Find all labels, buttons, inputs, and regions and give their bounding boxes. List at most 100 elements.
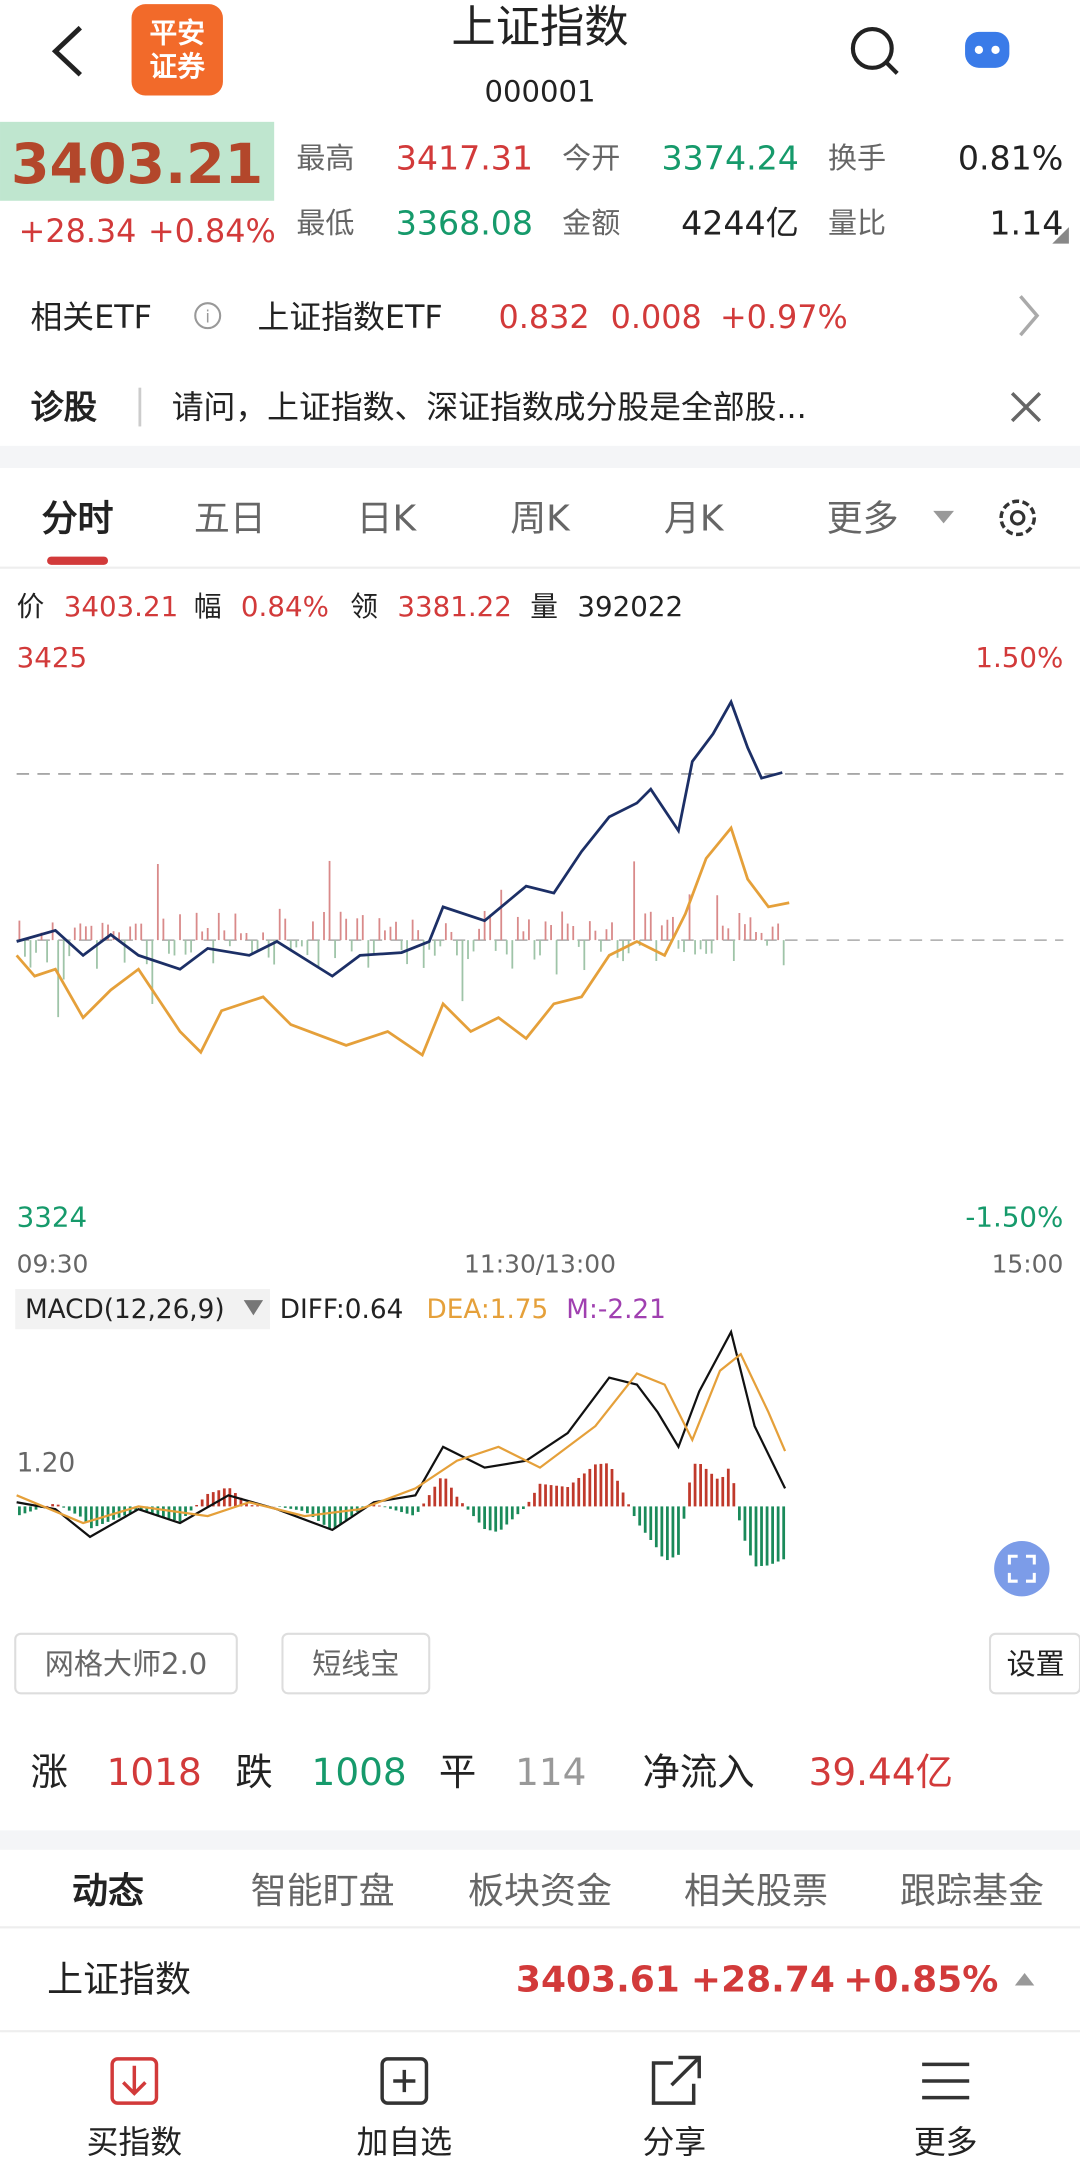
settings-button[interactable] — [999, 499, 1037, 537]
pct-bottom: -1.50% — [965, 1201, 1063, 1234]
info-line: 价 3403.21 幅 0.84% 领 3381.22 量 392022 — [17, 590, 683, 623]
stat-label: 量比 — [828, 206, 886, 240]
info-value: 392022 — [577, 590, 683, 623]
news-tab[interactable]: 相关股票 — [684, 1871, 828, 1912]
tool-label: 设置 — [1007, 1647, 1065, 1681]
search-button[interactable] — [850, 26, 899, 75]
tool-button[interactable] — [281, 1632, 431, 1695]
info-value: 3403.21 — [64, 590, 179, 623]
flat-count: 114 — [515, 1750, 586, 1794]
stat-value: 0.81% — [958, 138, 1064, 177]
nav-icon[interactable] — [922, 2062, 970, 2100]
tab[interactable]: 分时 — [42, 499, 114, 540]
code: 000001 — [485, 74, 596, 108]
info-label: 幅 — [194, 590, 222, 623]
info-value: 0.84% — [241, 590, 329, 623]
nav-label[interactable]: 买指数 — [87, 2123, 183, 2161]
tool-label: 网格大师2.0 — [45, 1647, 207, 1681]
diagnosis-question[interactable]: 请问，上证指数、深证指数成分股是全部股... — [172, 388, 807, 426]
tabs: 分时 五日 日K 周K 月K 更多 — [42, 499, 899, 540]
nav-label[interactable]: 加自选 — [357, 2123, 453, 2161]
fullscreen-button[interactable] — [994, 1541, 1050, 1597]
stat-value: 4244亿 — [681, 203, 799, 242]
tab[interactable]: 周K — [510, 499, 571, 540]
price-box — [0, 121, 275, 201]
diff-line — [16, 1328, 787, 1539]
macd-name: MACD(12,26,9) — [25, 1295, 225, 1325]
tab[interactable]: 五日 — [194, 499, 266, 540]
nav-label[interactable]: 分享 — [642, 2123, 706, 2161]
info-label: 量 — [530, 590, 558, 623]
etf-change: 0.008 — [611, 298, 702, 336]
diagnosis-label: 诊股 — [30, 388, 97, 427]
etf-price: 0.832 — [498, 298, 589, 336]
news-tab[interactable]: 动态 — [72, 1871, 144, 1912]
time-label: 15:00 — [992, 1250, 1064, 1279]
section-gap — [0, 445, 1080, 468]
price-line — [16, 698, 783, 978]
index-name[interactable]: 上证指数 — [47, 1959, 191, 2000]
stat-value: 1.14 — [989, 203, 1063, 242]
nav-icon[interactable] — [110, 2057, 159, 2105]
macd-selector[interactable] — [15, 1289, 271, 1330]
logo-text: 证券 — [150, 50, 207, 83]
news-tab[interactable]: 智能盯盘 — [251, 1871, 395, 1912]
logo-text: 平安 — [150, 17, 205, 50]
info-icon-text: i — [205, 308, 210, 327]
stat-label: 换手 — [828, 141, 886, 175]
tab[interactable]: 更多 — [827, 499, 899, 540]
tool-button[interactable] — [14, 1632, 238, 1695]
etf-name[interactable]: 上证指数ETF — [258, 298, 443, 336]
info-value: 3381.22 — [397, 590, 512, 623]
nav-icon[interactable] — [380, 2057, 429, 2105]
inflow-value: 39.44亿 — [809, 1750, 953, 1794]
logo — [131, 4, 223, 96]
avg-line — [15, 825, 790, 1058]
macd-dea: DEA:1.75 — [426, 1295, 548, 1325]
up-count: 1018 — [107, 1750, 202, 1794]
etf-change-pct: +0.97% — [720, 298, 848, 336]
y-top: 3425 — [17, 641, 87, 674]
macd-diff: DIFF:0.64 — [280, 1295, 404, 1325]
nav-icon[interactable] — [651, 2055, 701, 2105]
stat-label: 最低 — [296, 206, 354, 240]
news-tab[interactable]: 板块资金 — [468, 1871, 612, 1912]
dea-line — [16, 1352, 787, 1525]
more-arrow[interactable] — [933, 510, 954, 524]
back-button[interactable] — [51, 25, 82, 77]
stat-value: 3374.24 — [662, 138, 799, 177]
chevron[interactable] — [1019, 295, 1040, 337]
tab[interactable]: 日K — [357, 499, 418, 540]
macd-m: M:-2.21 — [566, 1295, 666, 1325]
close-button[interactable] — [1010, 391, 1042, 423]
tab[interactable]: 月K — [664, 499, 725, 540]
change-pct: +0.84% — [148, 212, 276, 250]
title: 上证指数 — [451, 2, 628, 53]
down-count: 1008 — [312, 1750, 407, 1794]
expand-arrow[interactable] — [1014, 1973, 1035, 1986]
tab-underline — [47, 556, 109, 565]
volume-bars — [18, 860, 785, 1018]
news-tabs: 动态 智能盯盘 板块资金 相关股票 跟踪基金 — [72, 1871, 1044, 1912]
time-label: 11:30/13:00 — [464, 1250, 616, 1279]
index-price: 3403.61 — [516, 1959, 680, 2000]
stat-label: 今开 — [562, 141, 620, 175]
stat-value: 3368.08 — [396, 203, 533, 242]
news-tab[interactable]: 跟踪基金 — [900, 1871, 1044, 1912]
pct-top: 1.50% — [975, 641, 1063, 674]
macd-arrow[interactable] — [243, 1300, 264, 1316]
time-label: 09:30 — [17, 1250, 89, 1279]
tool-label: 短线宝 — [312, 1647, 399, 1681]
price: 3403.21 — [11, 133, 263, 197]
info-icon[interactable] — [194, 302, 222, 330]
nav-label[interactable]: 更多 — [914, 2123, 978, 2161]
etf-label: 相关ETF — [30, 298, 152, 336]
y-bottom: 3324 — [17, 1201, 87, 1234]
assistant-button[interactable] — [965, 31, 1010, 68]
up-label: 涨 — [30, 1750, 67, 1794]
expand-corner[interactable] — [1052, 227, 1069, 244]
flat-label: 平 — [439, 1750, 476, 1794]
info-label: 价 — [17, 590, 45, 623]
